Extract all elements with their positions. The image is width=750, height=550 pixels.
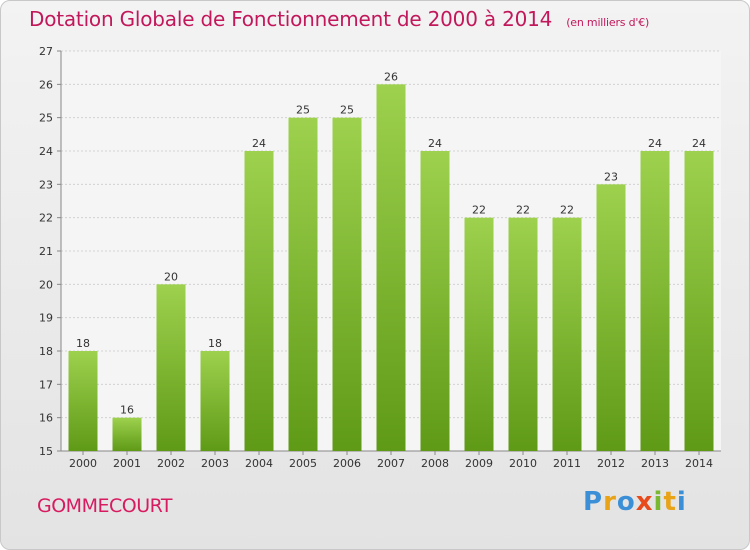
bar-2003[interactable]: [200, 351, 230, 451]
y-tick-label: 16: [39, 412, 53, 425]
x-tick-label-2014: 2014: [685, 457, 713, 470]
x-tick-label-2002: 2002: [157, 457, 185, 470]
logo-letter: i: [653, 487, 664, 517]
bar-2014[interactable]: [684, 151, 714, 451]
y-tick-label: 23: [39, 178, 53, 191]
bar-2006[interactable]: [332, 117, 362, 452]
y-tick-label: 21: [39, 245, 53, 258]
logo-letter: r: [603, 487, 617, 517]
value-label-2003: 18: [208, 337, 222, 350]
value-label-2014: 24: [692, 137, 706, 150]
logo-letter: t: [663, 487, 677, 517]
bar-2008[interactable]: [420, 151, 450, 451]
logo-letter: P: [583, 487, 604, 517]
y-tick-label: 24: [39, 145, 53, 158]
value-label-2009: 22: [472, 204, 486, 217]
bar-2004[interactable]: [244, 151, 274, 451]
value-label-2001: 16: [120, 404, 134, 417]
logo-letter: o: [616, 487, 636, 517]
x-tick-label-2006: 2006: [333, 457, 361, 470]
x-tick-label-2011: 2011: [553, 457, 581, 470]
x-tick-label-2001: 2001: [113, 457, 141, 470]
y-tick-label: 17: [39, 378, 53, 391]
y-tick-label: 27: [39, 45, 53, 58]
chart-title-text: Dotation Globale de Fonctionnement de 20…: [29, 7, 553, 31]
x-tick-label-2009: 2009: [465, 457, 493, 470]
value-label-2012: 23: [604, 170, 618, 183]
x-tick-label-2008: 2008: [421, 457, 449, 470]
x-tick-label-2004: 2004: [245, 457, 273, 470]
y-tick-label: 19: [39, 312, 53, 325]
proxiti-logo[interactable]: Proxiti: [583, 487, 687, 517]
axis-layer: 15 16 17 18 19 20 21 22 23 24 25 26 27 2000 2001 2002 20…: [39, 45, 721, 470]
value-label-2007: 26: [384, 70, 398, 83]
bar-layer: 18 16 20 18 24 25 25 26 24 22 22 22 23 24 24: [68, 70, 714, 452]
y-tick-label: 25: [39, 112, 53, 125]
x-tick-label-2000: 2000: [69, 457, 97, 470]
y-tick-label: 15: [39, 445, 53, 458]
bar-2012[interactable]: [596, 184, 626, 452]
bar-2013[interactable]: [640, 151, 670, 451]
value-label-2008: 24: [428, 137, 442, 150]
chart-title: Dotation Globale de Fonctionnement de 20…: [29, 7, 649, 31]
y-tick-label: 18: [39, 345, 53, 358]
commune-name: GOMMECOURT: [37, 495, 173, 517]
x-tick-label-2012: 2012: [597, 457, 625, 470]
x-tick-label-2003: 2003: [201, 457, 229, 470]
bar-2000[interactable]: [68, 351, 98, 451]
bar-2001[interactable]: [112, 417, 142, 451]
bar-2009[interactable]: [464, 217, 494, 451]
value-label-2000: 18: [76, 337, 90, 350]
x-tick-label-2013: 2013: [641, 457, 669, 470]
value-label-2010: 22: [516, 204, 530, 217]
x-tick-label-2007: 2007: [377, 457, 405, 470]
y-tick-label: 26: [39, 78, 53, 91]
y-tick-label: 20: [39, 278, 53, 291]
bar-2007[interactable]: [376, 84, 406, 451]
logo-letter: x: [635, 487, 654, 517]
bar-2011[interactable]: [552, 217, 582, 451]
bar-2002[interactable]: [156, 284, 186, 451]
x-tick-label-2010: 2010: [509, 457, 537, 470]
value-label-2005: 25: [296, 104, 310, 117]
bar-2005[interactable]: [288, 117, 318, 452]
y-tick-label: 22: [39, 212, 53, 225]
value-label-2004: 24: [252, 137, 266, 150]
logo-letter: i: [676, 487, 687, 517]
value-label-2002: 20: [164, 270, 178, 283]
value-label-2013: 24: [648, 137, 662, 150]
bar-2010[interactable]: [508, 217, 538, 451]
value-label-2011: 22: [560, 204, 574, 217]
chart-subtitle: (en milliers d'€): [566, 16, 650, 29]
x-tick-label-2005: 2005: [289, 457, 317, 470]
value-label-2006: 25: [340, 104, 354, 117]
